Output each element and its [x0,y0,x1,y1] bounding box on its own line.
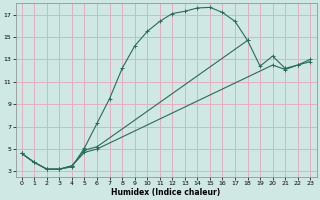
X-axis label: Humidex (Indice chaleur): Humidex (Indice chaleur) [111,188,221,197]
